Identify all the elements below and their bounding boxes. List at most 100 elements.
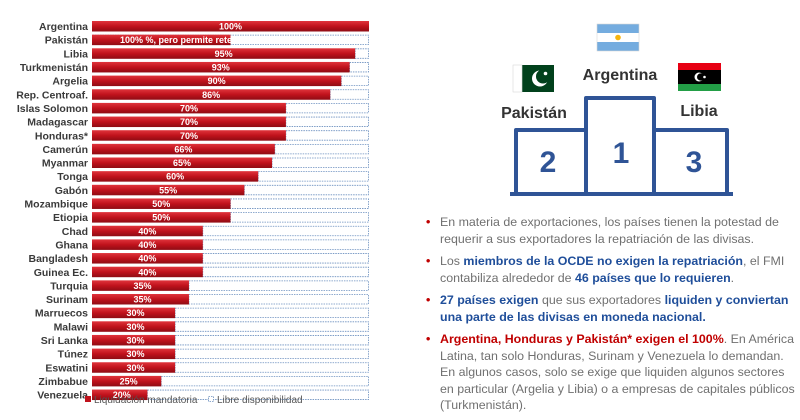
bar-mandatory (92, 61, 350, 73)
podium-rank-second: 2 (540, 146, 557, 179)
libya-flag-icon (678, 63, 721, 91)
bar-free (174, 307, 369, 319)
bar-mandatory (92, 116, 286, 128)
bar-mandatory (92, 307, 176, 319)
data-label: 30% (127, 322, 145, 332)
bar-mandatory (92, 389, 148, 401)
data-label: 100% (219, 22, 242, 32)
category-label: Islas Solomon (17, 103, 88, 115)
bar-free (257, 171, 369, 182)
note-text: que sus exportadores (538, 293, 665, 307)
note-highlight-red: Argentina, Honduras y Pakistán* exigen e… (440, 332, 724, 346)
note-highlight: liquiden y conviertan una parte de las d… (440, 293, 789, 324)
category-label: Etiopia (53, 212, 88, 224)
podium-blocks (510, 96, 733, 196)
category-label: Pakistán (45, 35, 88, 47)
bar-mandatory (92, 89, 331, 100)
bar-free (174, 362, 369, 373)
bar-mandatory (92, 212, 231, 223)
bar-free (160, 375, 369, 387)
podium-name-third: Libia (680, 103, 717, 120)
note-text: . (730, 270, 735, 285)
note-item: 27 países exigen que sus exportadores li… (424, 292, 796, 325)
category-label: Túnez (58, 349, 88, 361)
podium-name-first: Argentina (583, 67, 658, 84)
bar-mandatory (92, 239, 203, 250)
data-label: 40% (138, 240, 156, 250)
bar-mandatory (92, 253, 203, 264)
data-label: 40% (138, 226, 156, 236)
bar-mandatory (92, 34, 231, 46)
bar-mandatory (92, 184, 245, 196)
category-label: Camerún (42, 144, 88, 156)
bar-free (174, 335, 369, 346)
note-text: Los (440, 254, 464, 268)
note-highlight: 46 países que lo requieren (575, 270, 731, 285)
note-highlight: miembros de la OCDE no exigen la repatri… (463, 254, 743, 268)
category-label: Guinea Ec. (34, 267, 88, 279)
category-label: Venezuela (37, 390, 88, 402)
bar-mandatory (92, 375, 162, 387)
legend-label-mandatory: Liquidación mandatoria (94, 395, 198, 406)
category-label: Malawi (54, 321, 89, 333)
bar-free (188, 280, 369, 291)
note-text: En materia de exportaciones, los países … (440, 215, 779, 246)
bar-mandatory (92, 362, 176, 373)
category-label: Rep. Centroaf. (16, 89, 88, 101)
bar-free (230, 198, 369, 209)
category-label: Chad (62, 226, 88, 238)
data-label: 30% (127, 363, 145, 373)
bar-mandatory (92, 171, 259, 182)
note-highlight: 27 países exigen (440, 293, 539, 307)
data-label: 50% (152, 213, 170, 223)
data-label: 66% (174, 144, 192, 154)
bar-free (202, 225, 369, 237)
bar-mandatory (92, 294, 189, 305)
notes-list: En materia de exportaciones, los países … (424, 214, 796, 420)
category-label: Mozambique (24, 199, 88, 211)
legend-label-free: Libre disponibilidad (217, 395, 303, 406)
bar-free (354, 48, 369, 59)
category-label: Honduras* (35, 130, 89, 142)
data-label: 25% (120, 376, 138, 386)
bar-free (202, 253, 369, 264)
bar-mandatory (92, 21, 369, 32)
category-label: Argelia (52, 76, 88, 88)
category-label: Turkmenistán (20, 62, 88, 74)
note-text: . En América Latina, tan solo Honduras, … (440, 332, 795, 412)
bar-free (285, 130, 369, 141)
bar-mandatory (92, 75, 342, 87)
bar-mandatory (92, 157, 273, 168)
category-label: Ghana (55, 239, 88, 251)
category-label: Turquia (50, 280, 88, 292)
bar-mandatory (92, 198, 231, 209)
bar-mandatory (92, 143, 275, 155)
data-label: 30% (127, 308, 145, 318)
data-label: 100% %, pero permite retener el 50% del … (120, 35, 358, 45)
argentina-flag-icon (596, 23, 640, 52)
data-label: 50% (152, 199, 170, 209)
bar-free (285, 116, 369, 127)
note-text: , el FMI contabiliza alrededor de (440, 254, 785, 285)
data-label: 40% (138, 267, 156, 277)
data-label: 90% (208, 76, 226, 86)
data-label: 30% (127, 349, 145, 359)
category-label: Surinam (46, 294, 88, 306)
data-label: 60% (166, 172, 184, 182)
podium-graphic: Argentina Pakistán Libia 2 1 3 (501, 23, 733, 196)
note-item: Los miembros de la OCDE no exigen la rep… (424, 253, 796, 286)
data-label: 93% (212, 63, 230, 73)
data-label: 86% (202, 90, 220, 100)
category-label: Libia (63, 48, 88, 60)
bar-mandatory (92, 280, 189, 291)
bar-free (285, 103, 369, 114)
data-label: 70% (180, 131, 198, 141)
bar-mandatory (92, 334, 176, 346)
bars-group: Argentina 100% Pakistán 100% %, pero permit… (16, 21, 369, 402)
note-item: En materia de exportaciones, los países … (424, 214, 796, 247)
legend: Liquidación mandatoria Libre disponibili… (85, 395, 303, 406)
category-label: Madagascar (27, 117, 88, 129)
category-label: Sri Lanka (41, 335, 88, 347)
bar-mandatory (92, 48, 356, 59)
export-repatriation-chart: Argentina 100% Pakistán 100% %, pero permit… (16, 21, 369, 406)
